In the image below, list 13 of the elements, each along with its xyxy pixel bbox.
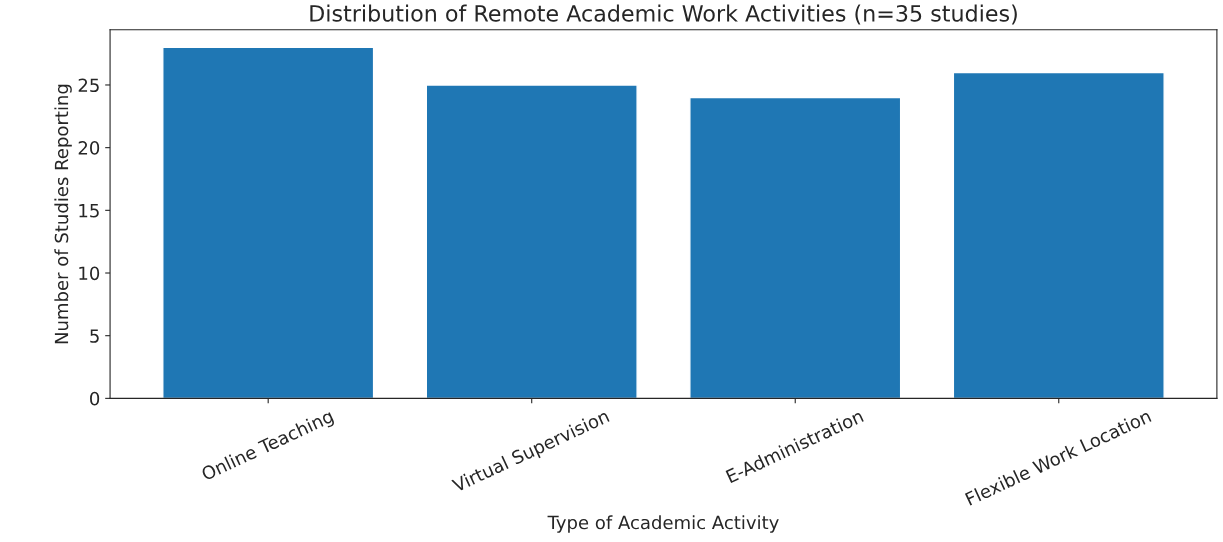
bar <box>425 84 638 399</box>
chart-title: Distribution of Remote Academic Work Activities (n=35 studies) <box>310 4 1017 25</box>
y-tick-label: 20 <box>78 141 100 155</box>
bar <box>689 96 902 399</box>
y-tick-label: 15 <box>79 204 99 218</box>
y-axis-title: Number of Studies Reporting <box>54 84 72 344</box>
y-tick-label: 25 <box>78 78 99 93</box>
y-tick-label: 5 <box>90 329 99 343</box>
bar <box>952 71 1165 399</box>
y-tick-label: 10 <box>79 266 100 281</box>
y-tick-label: 0 <box>90 391 100 406</box>
bar <box>162 46 375 399</box>
x-axis-title: Type of Academic Activity <box>547 515 779 533</box>
